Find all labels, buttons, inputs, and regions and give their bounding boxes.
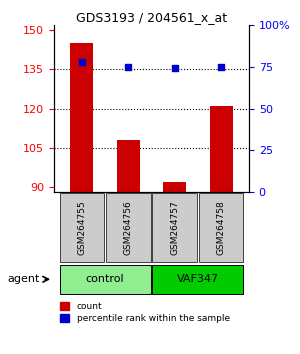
Text: control: control bbox=[86, 274, 124, 284]
Point bbox=[219, 64, 224, 69]
Bar bbox=[70, 43, 94, 192]
Text: agent: agent bbox=[8, 274, 40, 284]
FancyBboxPatch shape bbox=[152, 265, 243, 294]
Text: GSM264758: GSM264758 bbox=[217, 200, 226, 255]
Text: GSM264756: GSM264756 bbox=[124, 200, 133, 255]
FancyBboxPatch shape bbox=[106, 193, 151, 262]
Point bbox=[172, 65, 177, 71]
Legend: count, percentile rank within the sample: count, percentile rank within the sample bbox=[58, 300, 232, 325]
Text: VAF347: VAF347 bbox=[177, 274, 219, 284]
Bar bbox=[209, 106, 233, 192]
FancyBboxPatch shape bbox=[60, 265, 151, 294]
Text: GSM264757: GSM264757 bbox=[170, 200, 179, 255]
Point bbox=[80, 59, 84, 64]
Bar bbox=[117, 140, 140, 192]
Text: GSM264755: GSM264755 bbox=[77, 200, 86, 255]
Title: GDS3193 / 204561_x_at: GDS3193 / 204561_x_at bbox=[76, 11, 227, 24]
Point bbox=[126, 64, 131, 69]
FancyBboxPatch shape bbox=[199, 193, 243, 262]
Bar bbox=[163, 182, 186, 192]
FancyBboxPatch shape bbox=[60, 193, 104, 262]
FancyBboxPatch shape bbox=[152, 193, 197, 262]
